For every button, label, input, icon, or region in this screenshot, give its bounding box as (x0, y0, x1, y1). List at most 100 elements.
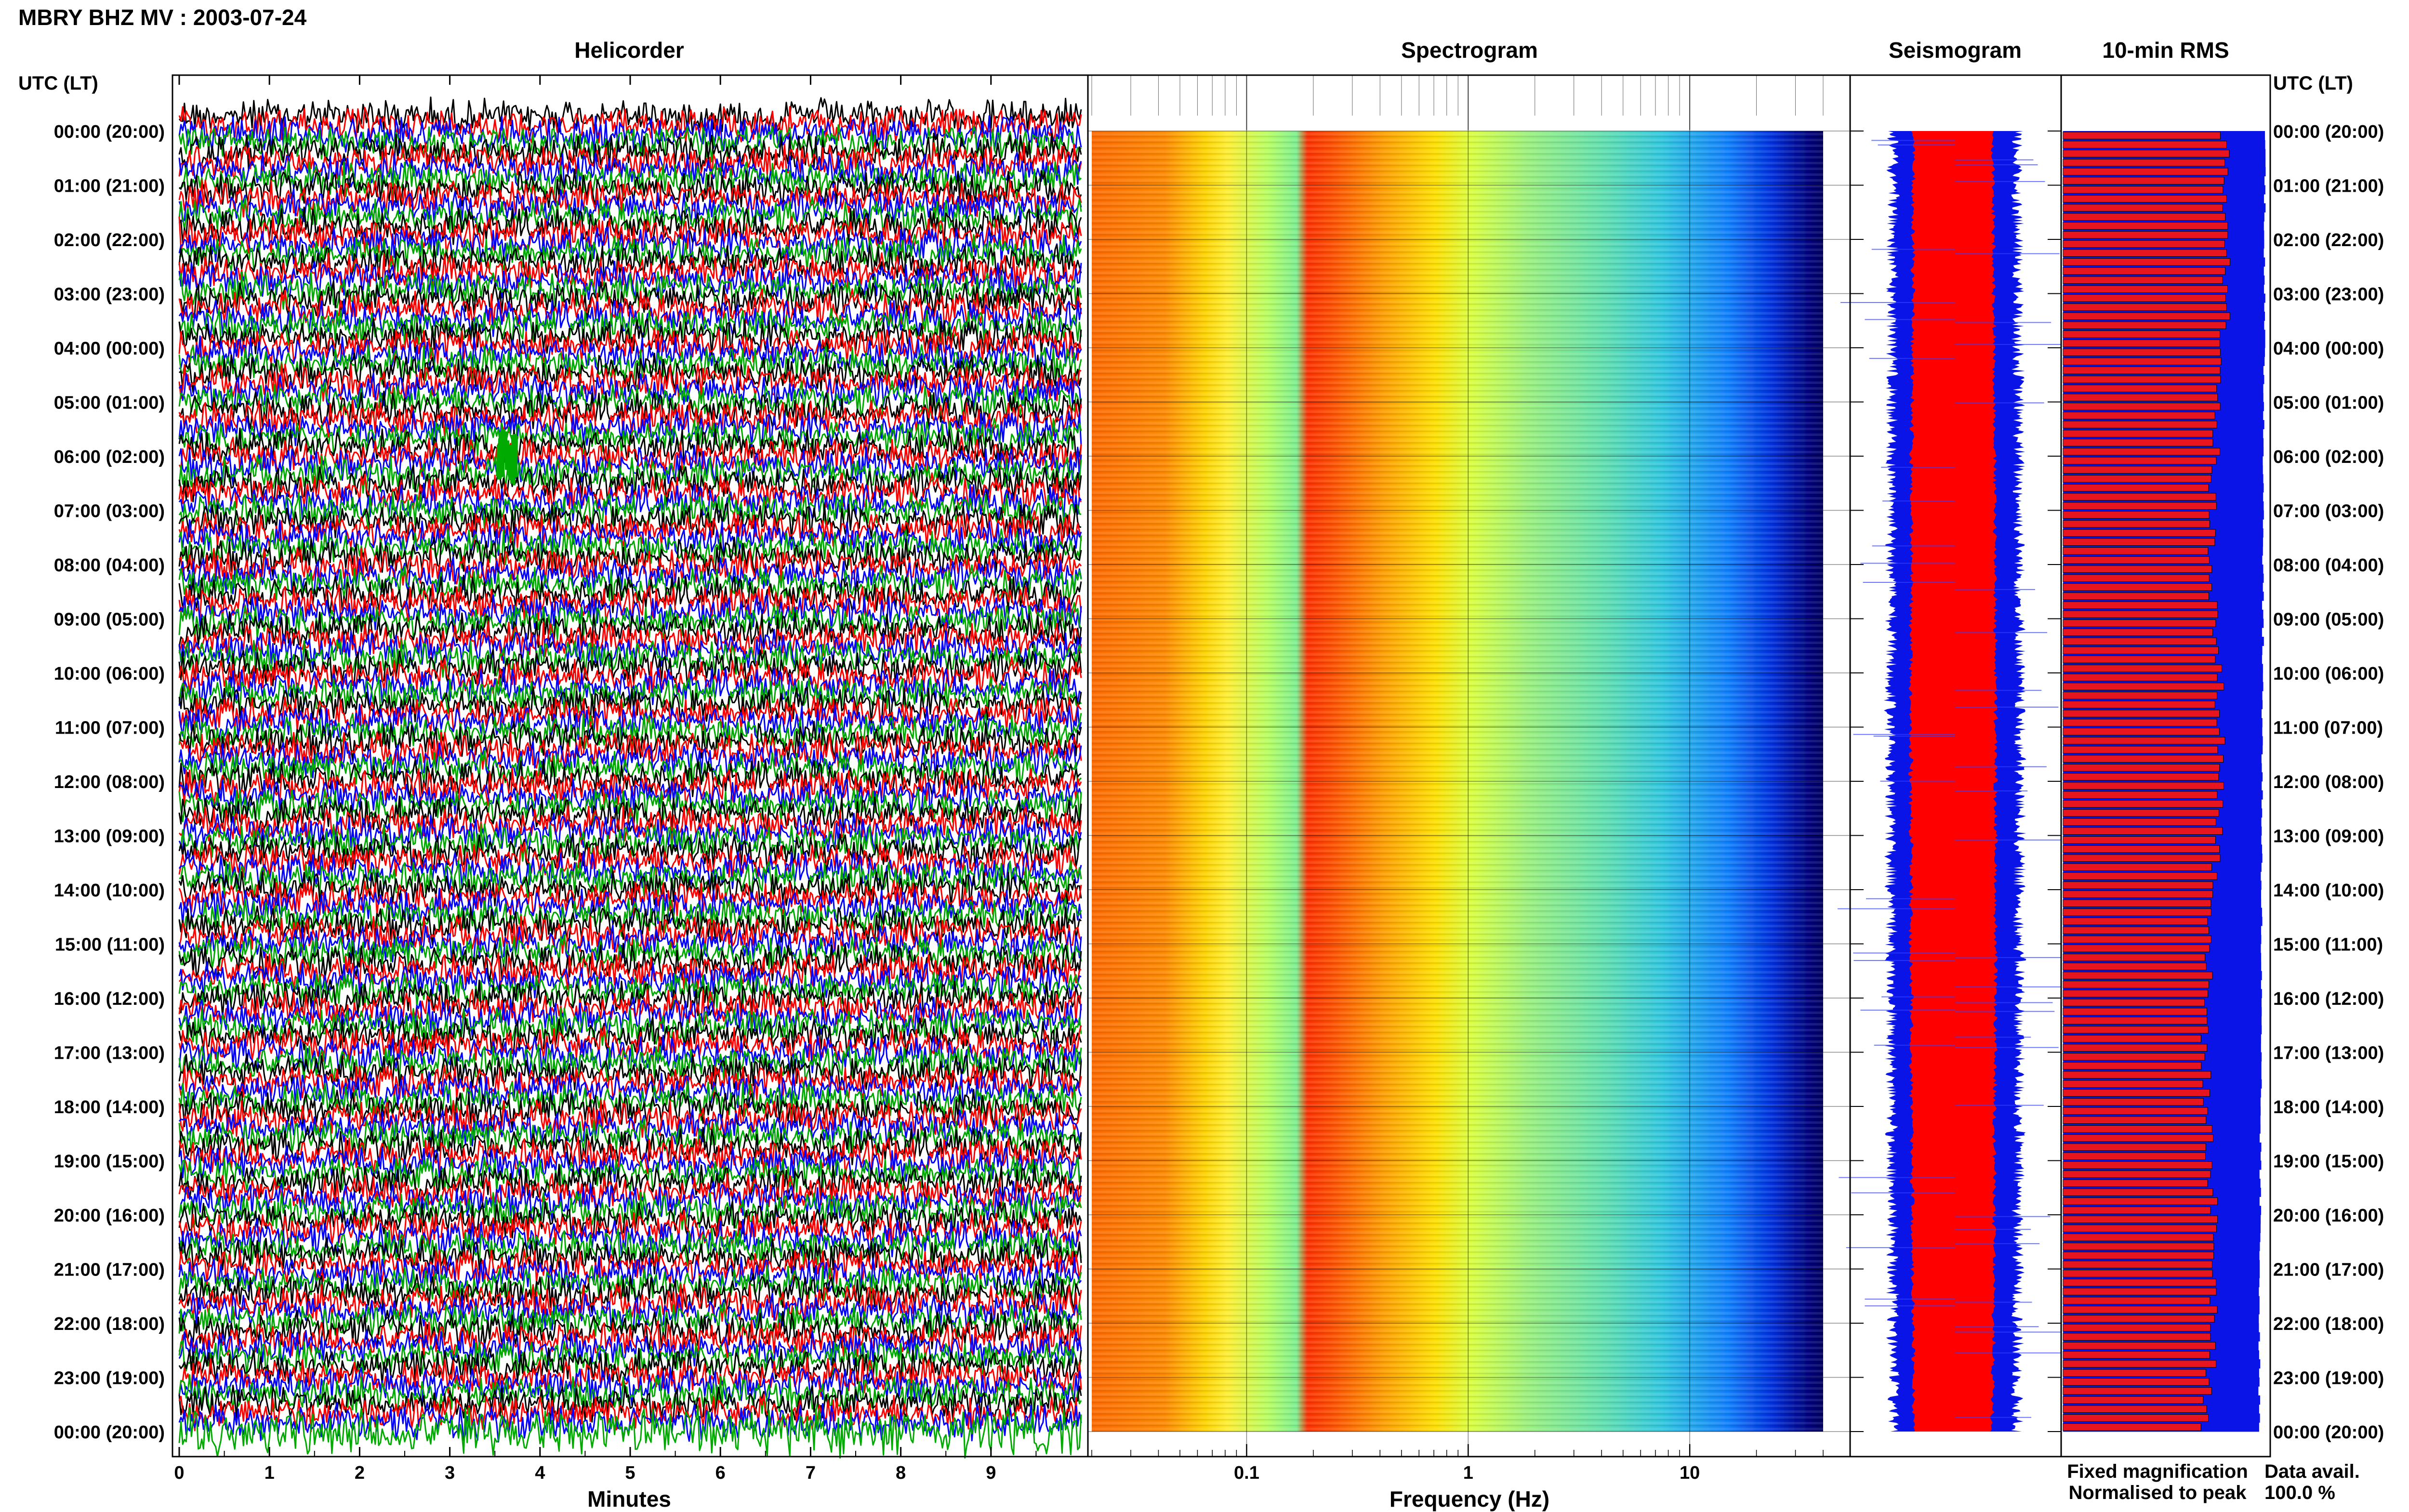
spectrogram-panel: 0.1 1 10 Frequency (Hz) (1087, 74, 1851, 1512)
rms-bar-normalised (2063, 1170, 2211, 1178)
rms-bar-normalised (2063, 764, 2220, 772)
time-label-right: 20:00 (16:00) (2273, 1206, 2384, 1226)
time-label-left: 04:00 (00:00) (54, 339, 165, 359)
rms-bar-normalised (2063, 809, 2219, 817)
time-label-left: 09:00 (05:00) (54, 610, 165, 630)
rms-bar-normalised (2063, 1234, 2214, 1241)
time-label-left: 05:00 (01:00) (54, 393, 165, 413)
helicorder-trace (178, 942, 1082, 983)
helicorder-trace (178, 261, 1082, 300)
rms-bar-normalised (2063, 610, 2218, 618)
rms-bar-normalised (2063, 1089, 2210, 1097)
helicorder-tick-label: 1 (265, 1463, 275, 1483)
rms-bar-normalised (2063, 719, 2217, 727)
rms-bar-normalised (2063, 736, 2225, 745)
rms-bar-normalised (2063, 1423, 2201, 1431)
helicorder-tick-label: 9 (986, 1463, 996, 1483)
rms-bar-normalised (2063, 1197, 2218, 1205)
rms-bar-normalised (2063, 457, 2217, 465)
rms-bar-normalised (2063, 1351, 2210, 1359)
time-label-left: 15:00 (11:00) (55, 935, 165, 955)
spectrogram-x-ticks: 0.1 1 10 (1091, 75, 1824, 1483)
legend-fixed-magnification: Fixed magnification (2067, 1461, 2248, 1482)
rms-bar-normalised (2063, 619, 2216, 627)
rms-bar-normalised (2063, 158, 2225, 167)
helicorder-trace (178, 353, 1082, 394)
helicorder-trace (178, 629, 1082, 670)
rms-bar-normalised (2063, 1008, 2207, 1016)
helicorder-trace (178, 759, 1082, 799)
rms-bar-normalised (2063, 953, 2206, 961)
rms-bar-normalised (2063, 1017, 2208, 1025)
helicorder-trace (178, 648, 1082, 689)
seismogram-spikes (1838, 140, 2074, 1418)
rms-bar-normalised (2063, 1342, 2216, 1350)
helicorder-trace (178, 594, 1082, 633)
rms-bar-normalised (2063, 195, 2227, 203)
helicorder-trace (178, 1181, 1082, 1222)
helicorder-trace (178, 767, 1082, 808)
time-label-left: 10:00 (06:00) (54, 664, 165, 684)
rms-bar-normalised (2063, 1251, 2214, 1260)
helicorder-xlabel: Minutes (587, 1486, 671, 1512)
rms-bar-normalised (2063, 556, 2210, 564)
time-label-right: 16:00 (12:00) (2273, 989, 2384, 1009)
rms-bar-normalised (2063, 339, 2220, 347)
time-label-right: 15:00 (11:00) (2273, 935, 2383, 955)
time-label-left: 20:00 (16:00) (54, 1206, 165, 1226)
helicorder-trace (178, 804, 1082, 845)
time-label-right: 00:00 (20:00) (2273, 1422, 2384, 1443)
rms-bar-normalised (2063, 1387, 2212, 1395)
rms-bar-normalised (2063, 1215, 2218, 1223)
time-label-left: 17:00 (13:00) (54, 1043, 165, 1064)
rms-bar-normalised (2063, 872, 2218, 880)
helicorder-trace (178, 740, 1082, 781)
helicorder-trace (178, 252, 1082, 293)
helicorder-trace (178, 1248, 1082, 1287)
time-label-right: 22:00 (18:00) (2273, 1314, 2384, 1334)
helicorder-trace (178, 1402, 1082, 1443)
helicorder-trace (178, 124, 1082, 163)
rms-bar-normalised (2063, 375, 2221, 383)
rms-bar-normalised (2063, 692, 2218, 699)
rms-bar-normalised (2063, 574, 2210, 582)
helicorder-trace (178, 179, 1082, 218)
rms-bar-normalised (2063, 177, 2224, 185)
rms-bar-normalised (2063, 664, 2223, 672)
time-label-left: 13:00 (09:00) (54, 827, 165, 847)
rms-bar-normalised (2063, 836, 2216, 844)
time-label-left: 21:00 (17:00) (54, 1260, 165, 1280)
rms-bar-normalised (2063, 710, 2220, 718)
helicorder-trace (178, 556, 1082, 597)
data-avail-label: Data avail. (2264, 1461, 2360, 1482)
rms-bar-normalised (2063, 1242, 2214, 1250)
time-label-left: 23:00 (19:00) (54, 1368, 165, 1389)
rms-bar-normalised (2063, 782, 2224, 790)
rms-bar-normalised (2063, 430, 2213, 438)
rms-bar-normalised (2063, 547, 2209, 555)
rms-bar-normalised (2063, 1152, 2206, 1160)
rms-bar-normalised (2063, 656, 2216, 663)
rms-bar-normalised (2063, 1035, 2201, 1043)
rms-title: 10-min RMS (2102, 38, 2229, 63)
right-time-labels: 00:00 (20:00) 01:00 (21:00) 02:00 (22:00) 0… (2273, 122, 2384, 1443)
time-label-left: 00:00 (20:00) (54, 122, 165, 142)
time-label-right: 09:00 (05:00) (2273, 610, 2384, 630)
left-axis-title: UTC (LT) (18, 73, 98, 94)
helicorder-trace (178, 657, 1082, 696)
rms-bar-normalised (2063, 357, 2222, 366)
helicorder-trace (178, 870, 1082, 909)
time-label-right: 06:00 (02:00) (2273, 447, 2384, 467)
time-label-left: 16:00 (12:00) (54, 989, 165, 1009)
rms-bar-normalised (2063, 1143, 2206, 1151)
rms-bar-normalised (2063, 683, 2224, 691)
helicorder-trace (178, 196, 1082, 237)
time-label-right: 00:00 (20:00) (2273, 122, 2384, 142)
rms-bar-normalised (2063, 403, 2221, 410)
rms-bar-normalised (2063, 249, 2227, 257)
rms-bar-normalised (2063, 628, 2213, 636)
rms-bar-normalised (2063, 186, 2224, 194)
helicorder-trace (178, 528, 1082, 569)
helicorder-trace (178, 436, 1082, 477)
